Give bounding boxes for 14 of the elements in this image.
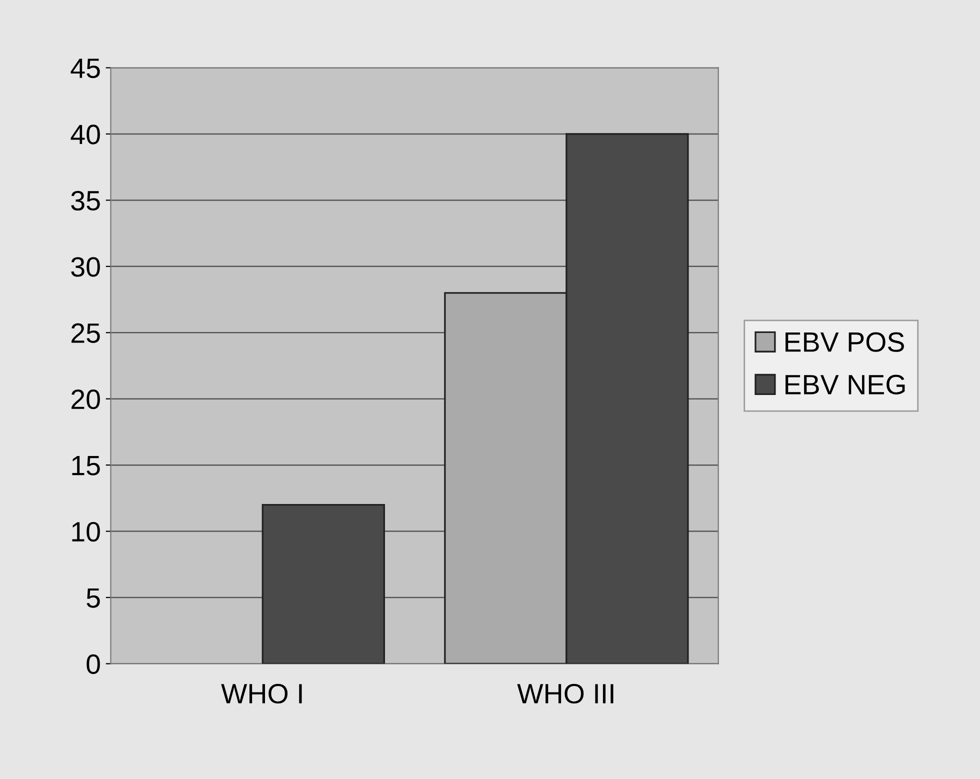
y-tick-label: 20 [72, 390, 100, 410]
y-tick-label: 0 [86, 654, 100, 674]
y-tick-label: 45 [70, 58, 100, 78]
y-tick-label: 15 [72, 456, 100, 476]
y-tick-label: 25 [72, 323, 100, 343]
y-tick-label: 5 [86, 588, 100, 608]
x-tick-label: WHO III [517, 684, 614, 704]
y-tick-label: 40 [70, 124, 100, 144]
y-tick-label: 35 [71, 190, 100, 211]
legend-label: EBV NEG [786, 374, 905, 394]
y-tick-label: 30 [71, 257, 100, 277]
y-tick-label: 10 [72, 522, 100, 542]
legend-label: EBV POS [786, 332, 904, 352]
x-tick-label: WHO I [221, 684, 302, 704]
